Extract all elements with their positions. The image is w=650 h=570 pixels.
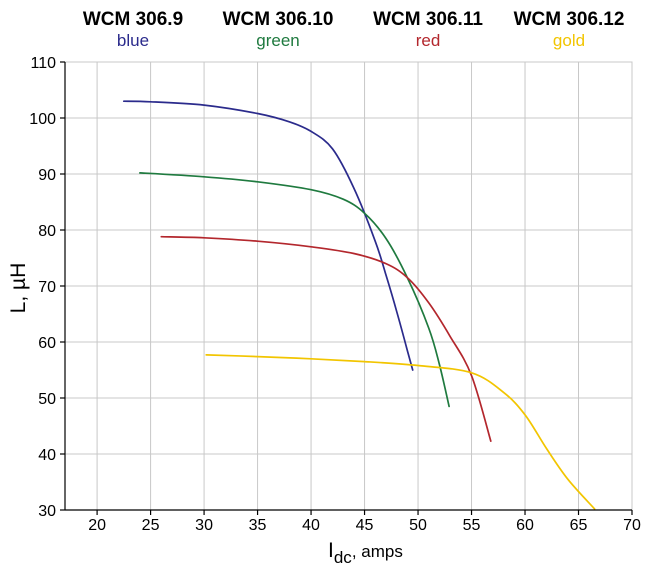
y-axis-label: L, µH — [7, 263, 30, 314]
y-tick-label: 90 — [38, 167, 56, 184]
legend-title-red: WCM 306.11 — [373, 9, 483, 30]
x-tick-label: 45 — [356, 517, 374, 534]
x-axis-label: Idc, amps — [328, 539, 403, 567]
x-tick-label: 60 — [516, 517, 534, 534]
legend-color-red: red — [416, 31, 441, 50]
y-tick-label: 110 — [30, 55, 56, 72]
x-tick-label: 35 — [249, 517, 267, 534]
x-tick-label: 40 — [302, 517, 320, 534]
x-tick-label: 65 — [570, 517, 588, 534]
series-line-series-1 — [122, 100, 414, 371]
y-tick-label: 80 — [38, 223, 56, 240]
series-line-series-2 — [139, 172, 450, 408]
x-tick-label: 55 — [463, 517, 481, 534]
axes — [60, 61, 633, 515]
x-tick-label: 30 — [195, 517, 213, 534]
x-axis-label-main: I — [328, 539, 334, 562]
series-lines — [122, 100, 596, 510]
grid — [64, 61, 633, 511]
y-tick-label: 60 — [38, 335, 56, 352]
tick-labels: 20 25 30 35 40 45 50 55 60 65 70 30 40 50 60 70 80 90 100 1… — [29, 55, 641, 534]
x-tick-label: 25 — [142, 517, 160, 534]
x-tick-label: 50 — [409, 517, 427, 534]
legend-color-gold: gold — [553, 31, 585, 50]
y-tick-label: 100 — [29, 111, 56, 128]
y-tick-label: 50 — [38, 391, 56, 408]
x-axis-label-rest: , amps — [352, 542, 403, 561]
x-tick-label: 20 — [88, 517, 106, 534]
y-tick-label: 70 — [38, 279, 56, 296]
series-line-series-4 — [205, 354, 596, 510]
legend-color-green: green — [256, 31, 299, 50]
legend-title-green: WCM 306.10 — [223, 9, 334, 30]
legend-color-blue: blue — [117, 31, 149, 50]
series-line-series-3 — [160, 235, 492, 442]
y-tick-label: 30 — [38, 503, 56, 520]
y-tick-label: 40 — [38, 447, 56, 464]
legend-title-blue: WCM 306.9 — [83, 9, 183, 30]
legend-title-gold: WCM 306.12 — [514, 9, 625, 30]
x-axis-label-subscript: dc — [334, 548, 352, 567]
x-tick-label: 70 — [623, 517, 641, 534]
